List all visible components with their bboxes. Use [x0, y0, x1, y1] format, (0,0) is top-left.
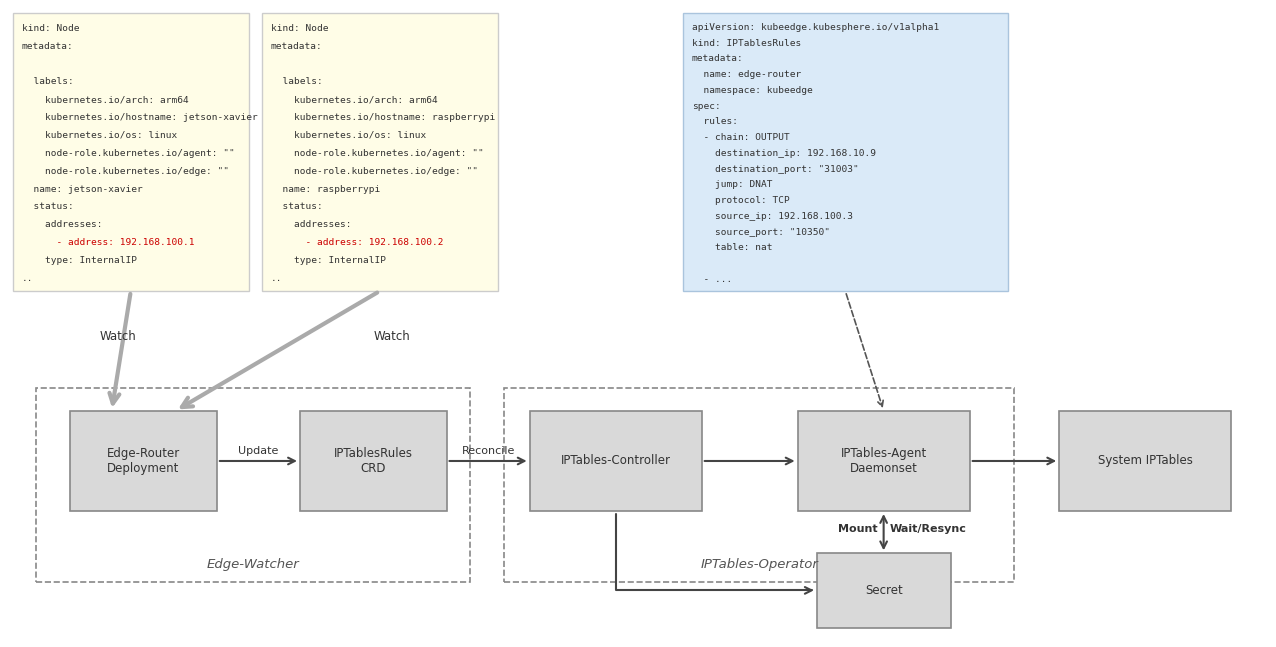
- Text: name: jetson-xavier: name: jetson-xavier: [22, 184, 143, 193]
- Text: source_port: "10350": source_port: "10350": [692, 228, 829, 237]
- Text: kind: Node: kind: Node: [271, 24, 328, 33]
- Text: labels:: labels:: [271, 78, 323, 87]
- Text: Mount: Mount: [837, 524, 878, 534]
- Text: name: edge-router: name: edge-router: [692, 70, 801, 79]
- Text: kubernetes.io/os: linux: kubernetes.io/os: linux: [271, 131, 426, 140]
- Text: ..: ..: [22, 274, 33, 283]
- Text: metadata:: metadata:: [22, 41, 74, 50]
- Text: labels:: labels:: [22, 78, 74, 87]
- Text: table: nat: table: nat: [692, 243, 772, 252]
- Text: kubernetes.io/arch: arm64: kubernetes.io/arch: arm64: [22, 95, 189, 104]
- Text: addresses:: addresses:: [271, 220, 351, 229]
- Text: Wait/Resync: Wait/Resync: [891, 524, 967, 534]
- FancyBboxPatch shape: [530, 411, 702, 511]
- FancyBboxPatch shape: [262, 13, 498, 291]
- Text: kind: Node: kind: Node: [22, 24, 79, 33]
- Text: Watch: Watch: [100, 330, 137, 343]
- Text: - address: 192.168.100.2: - address: 192.168.100.2: [271, 238, 443, 247]
- Text: - ...: - ...: [692, 275, 732, 284]
- Text: metadata:: metadata:: [692, 54, 744, 63]
- Text: IPTablesRules
CRD: IPTablesRules CRD: [334, 447, 412, 475]
- Text: status:: status:: [271, 203, 323, 212]
- Text: destination_port: "31003": destination_port: "31003": [692, 164, 859, 173]
- Text: kind: IPTablesRules: kind: IPTablesRules: [692, 39, 801, 47]
- Text: namespace: kubeedge: namespace: kubeedge: [692, 86, 813, 95]
- Text: kubernetes.io/os: linux: kubernetes.io/os: linux: [22, 131, 177, 140]
- Text: IPTables-Operator: IPTables-Operator: [701, 558, 818, 571]
- Text: Secret: Secret: [865, 584, 902, 597]
- Text: node-role.kubernetes.io/agent: "": node-role.kubernetes.io/agent: "": [22, 149, 235, 158]
- Text: source_ip: 192.168.100.3: source_ip: 192.168.100.3: [692, 212, 852, 221]
- Text: apiVersion: kubeedge.kubesphere.io/v1alpha1: apiVersion: kubeedge.kubesphere.io/v1alp…: [692, 23, 939, 32]
- Text: - chain: OUTPUT: - chain: OUTPUT: [692, 133, 790, 142]
- Text: Edge-Router
Deployment: Edge-Router Deployment: [107, 447, 180, 475]
- FancyBboxPatch shape: [70, 411, 217, 511]
- Text: - address: 192.168.100.1: - address: 192.168.100.1: [22, 238, 194, 247]
- Text: type: InternalIP: type: InternalIP: [22, 256, 137, 265]
- FancyBboxPatch shape: [300, 411, 447, 511]
- FancyBboxPatch shape: [683, 13, 1008, 291]
- Text: Edge-Watcher: Edge-Watcher: [207, 558, 299, 571]
- FancyBboxPatch shape: [1059, 411, 1231, 511]
- FancyBboxPatch shape: [13, 13, 249, 291]
- FancyBboxPatch shape: [798, 411, 970, 511]
- Text: kubernetes.io/arch: arm64: kubernetes.io/arch: arm64: [271, 95, 438, 104]
- Text: name: raspberrypi: name: raspberrypi: [271, 184, 380, 193]
- Text: rules:: rules:: [692, 117, 738, 126]
- Text: node-role.kubernetes.io/edge: "": node-role.kubernetes.io/edge: "": [22, 167, 228, 176]
- Text: Watch: Watch: [374, 330, 411, 343]
- Text: Update: Update: [239, 446, 278, 455]
- Text: kubernetes.io/hostname: jetson-xavier: kubernetes.io/hostname: jetson-xavier: [22, 113, 258, 122]
- Text: protocol: TCP: protocol: TCP: [692, 196, 790, 205]
- Text: destination_ip: 192.168.10.9: destination_ip: 192.168.10.9: [692, 149, 875, 158]
- Text: System IPTables: System IPTables: [1097, 454, 1193, 468]
- Text: node-role.kubernetes.io/edge: "": node-role.kubernetes.io/edge: "": [271, 167, 477, 176]
- Text: spec:: spec:: [692, 102, 721, 111]
- Text: jump: DNAT: jump: DNAT: [692, 181, 772, 190]
- Text: metadata:: metadata:: [271, 41, 323, 50]
- Text: status:: status:: [22, 203, 74, 212]
- Text: ..: ..: [271, 274, 282, 283]
- Text: kubernetes.io/hostname: raspberrypi: kubernetes.io/hostname: raspberrypi: [271, 113, 495, 122]
- Text: type: InternalIP: type: InternalIP: [271, 256, 385, 265]
- Text: Reconcile: Reconcile: [462, 446, 514, 455]
- Text: IPTables-Agent
Daemonset: IPTables-Agent Daemonset: [841, 447, 926, 475]
- FancyBboxPatch shape: [817, 553, 951, 628]
- Text: addresses:: addresses:: [22, 220, 102, 229]
- Text: node-role.kubernetes.io/agent: "": node-role.kubernetes.io/agent: "": [271, 149, 484, 158]
- Text: IPTables-Controller: IPTables-Controller: [560, 454, 671, 468]
